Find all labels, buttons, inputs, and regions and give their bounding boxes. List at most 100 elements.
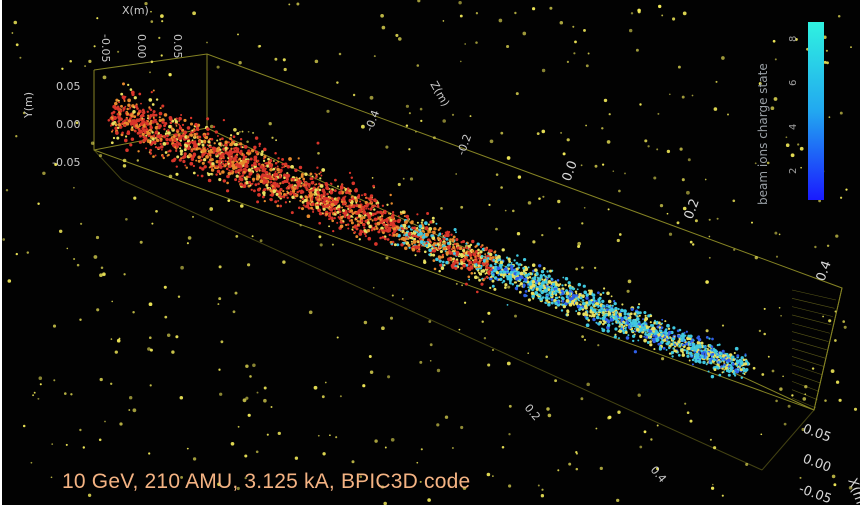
beam-particle	[176, 130, 179, 134]
scatter-particle	[380, 485, 385, 489]
beam-particle	[297, 182, 301, 187]
beam-particle	[198, 166, 202, 170]
scatter-particle	[517, 175, 522, 179]
beam-particle	[116, 107, 121, 112]
beam-particle	[550, 277, 553, 281]
beam-particle	[243, 145, 248, 149]
beam-particle	[599, 293, 603, 296]
beam-particle	[116, 136, 120, 140]
beam-particle	[396, 226, 400, 230]
scatter-particle	[218, 368, 221, 371]
scatter-particle	[492, 475, 494, 477]
scatter-particle	[754, 256, 758, 260]
beam-particle	[137, 128, 141, 131]
beam-particle	[374, 242, 378, 246]
beam-particle	[544, 296, 549, 300]
beam-particle	[336, 210, 340, 214]
beam-particle	[175, 125, 178, 127]
beam-particle	[368, 197, 371, 200]
beam-particle	[333, 217, 336, 220]
scatter-particle	[826, 61, 829, 65]
scattered-particles	[2, 0, 858, 505]
beam-particle	[226, 175, 230, 178]
beam-particle	[144, 121, 147, 124]
beam-particle	[282, 190, 285, 193]
beam-particle	[465, 256, 468, 259]
beam-particle	[684, 334, 687, 337]
beam-particle	[229, 160, 232, 163]
scatter-particle	[440, 207, 443, 210]
beam-particle	[299, 195, 303, 199]
beam-particle	[234, 162, 239, 167]
beam-particle	[216, 139, 219, 142]
beam-particle	[162, 156, 165, 160]
beam-particle	[273, 183, 278, 188]
beam-particle	[441, 255, 445, 259]
beam-particle	[253, 162, 257, 166]
scatter-particle	[444, 415, 449, 419]
beam-particle	[309, 172, 313, 176]
beam-particle	[401, 236, 406, 241]
beam-particle	[285, 177, 289, 181]
scatter-particle	[508, 404, 512, 408]
beam-particle	[163, 135, 166, 139]
beam-particle	[428, 253, 431, 256]
beam-particle	[382, 222, 386, 227]
beam-particle	[287, 182, 291, 185]
beam-particle	[547, 303, 551, 307]
scatter-particle	[661, 357, 665, 361]
beam-particle	[478, 272, 483, 276]
beam-particle	[209, 156, 212, 159]
beam-particle	[361, 230, 364, 233]
beam-particle	[164, 151, 168, 154]
beam-particle	[581, 308, 585, 311]
beam-particle	[229, 142, 233, 147]
beam-particle	[310, 206, 313, 210]
beam-particle	[502, 279, 506, 283]
scatter-particle	[336, 81, 339, 84]
beam-particle	[527, 272, 531, 276]
scatter-particle	[547, 413, 552, 418]
beam-particle	[341, 202, 346, 206]
beam-particle	[532, 297, 535, 300]
beam-particle	[157, 126, 160, 130]
beam-particle	[744, 359, 748, 362]
beam-particle	[652, 334, 655, 337]
beam-particle	[349, 209, 354, 213]
beam-particle	[667, 327, 671, 331]
beam-particle	[380, 226, 384, 231]
beam-particle	[709, 359, 712, 362]
beam-particle	[328, 214, 331, 218]
beam-particle	[308, 185, 311, 188]
beam-particle	[169, 121, 173, 125]
beam-particle	[256, 188, 261, 192]
beam-particle	[633, 350, 638, 354]
beam-particle	[547, 280, 552, 284]
beam-particle	[152, 113, 156, 117]
beam-particle	[472, 252, 477, 257]
beam-particle	[450, 233, 453, 237]
beam-particle	[437, 234, 440, 237]
beam-particle	[316, 195, 320, 199]
beam-particle	[708, 337, 711, 340]
beam-particle	[671, 337, 675, 341]
scatter-particle	[705, 280, 709, 284]
scatter-particle	[508, 433, 511, 436]
scatter-particle	[515, 92, 519, 96]
scatter-particle	[79, 428, 82, 432]
beam-particle	[349, 200, 352, 202]
beam-particle	[627, 334, 630, 337]
scatter-particle	[246, 140, 249, 143]
beam-particle	[413, 245, 417, 248]
beam-particle	[327, 198, 330, 201]
beam-particle	[623, 325, 626, 328]
beam-particle	[355, 227, 359, 231]
beam-particle	[412, 240, 417, 244]
beam-particle	[230, 147, 233, 150]
beam-particle	[582, 312, 586, 317]
beam-particle	[316, 141, 320, 145]
beam-particle	[509, 270, 514, 275]
beam-particle	[407, 225, 411, 229]
beam-particle	[620, 317, 624, 320]
beam-particle	[279, 204, 283, 208]
